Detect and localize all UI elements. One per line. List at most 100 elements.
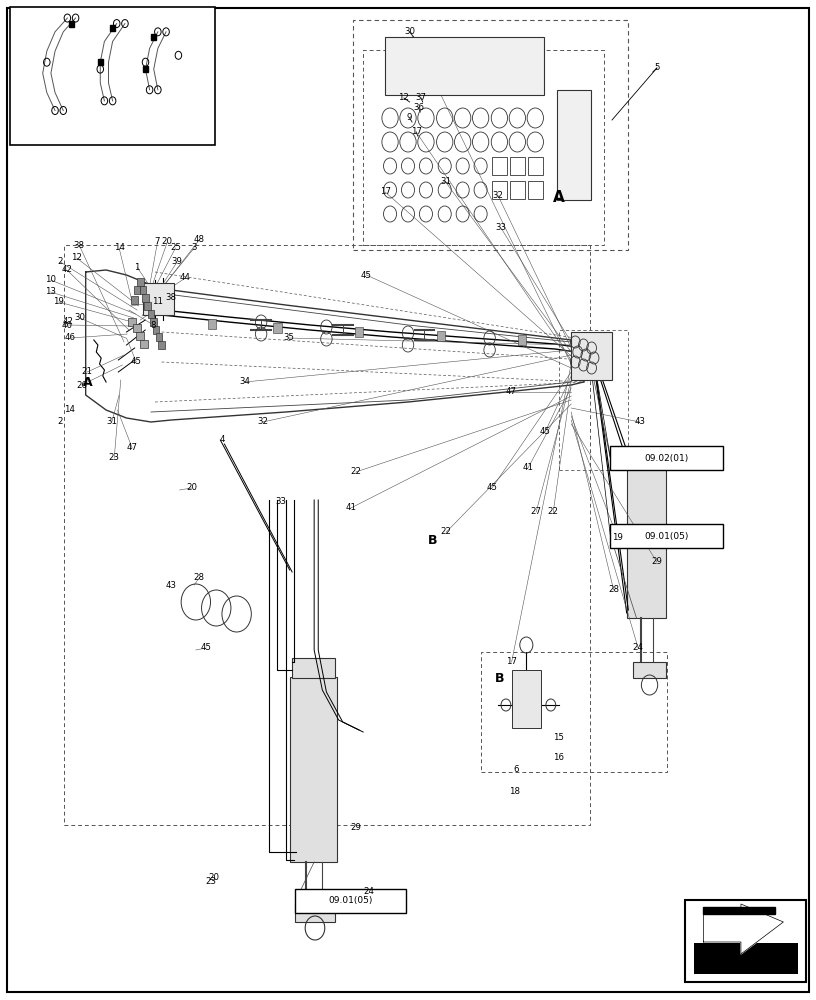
- Text: 43: 43: [634, 418, 645, 426]
- Text: 44: 44: [180, 273, 191, 282]
- Bar: [363, 50, 604, 245]
- Text: 34: 34: [239, 377, 251, 386]
- Text: 1: 1: [135, 262, 140, 271]
- Text: 46: 46: [64, 334, 76, 342]
- Text: 6: 6: [514, 766, 519, 774]
- Bar: [153, 326, 159, 334]
- Text: 47: 47: [505, 387, 517, 396]
- Text: B: B: [494, 672, 504, 684]
- Text: 17: 17: [379, 188, 391, 196]
- Text: 19: 19: [53, 298, 64, 306]
- Text: 39: 39: [171, 257, 183, 266]
- Text: 22: 22: [350, 468, 361, 477]
- Bar: [140, 286, 146, 294]
- Bar: [571, 332, 612, 380]
- Text: 11: 11: [152, 298, 163, 306]
- Text: 28: 28: [193, 574, 205, 582]
- Text: A: A: [82, 375, 92, 388]
- Bar: [492, 181, 507, 199]
- Bar: [437, 331, 445, 341]
- Polygon shape: [703, 907, 775, 914]
- Text: 45: 45: [486, 484, 498, 492]
- Text: 7: 7: [155, 237, 160, 246]
- Text: 22: 22: [441, 528, 452, 536]
- Text: 45: 45: [131, 358, 142, 366]
- Text: 23: 23: [109, 454, 120, 462]
- Bar: [385, 37, 544, 95]
- Bar: [610, 524, 723, 548]
- Bar: [158, 341, 165, 349]
- Text: 14: 14: [113, 243, 125, 252]
- Text: 09.01(05): 09.01(05): [645, 532, 689, 540]
- Polygon shape: [703, 904, 783, 954]
- Bar: [559, 330, 628, 470]
- Text: 17: 17: [410, 127, 422, 136]
- Text: 14: 14: [64, 406, 75, 414]
- Bar: [136, 332, 144, 340]
- Text: 45: 45: [539, 428, 551, 436]
- Bar: [143, 283, 174, 315]
- Bar: [142, 294, 149, 302]
- Text: 24: 24: [632, 644, 644, 652]
- Bar: [110, 25, 115, 31]
- Bar: [69, 21, 74, 27]
- Bar: [273, 323, 282, 333]
- Bar: [510, 157, 525, 175]
- Text: 45: 45: [361, 270, 372, 279]
- Text: 13: 13: [45, 288, 56, 296]
- Bar: [64, 245, 590, 825]
- Text: 40: 40: [61, 320, 73, 330]
- Text: 24: 24: [363, 888, 375, 896]
- Bar: [518, 335, 526, 345]
- Bar: [140, 340, 148, 348]
- Bar: [627, 453, 666, 618]
- Text: 28: 28: [608, 585, 619, 594]
- Text: 41: 41: [345, 504, 357, 512]
- Text: 23: 23: [205, 878, 216, 886]
- Text: B: B: [428, 534, 437, 546]
- Text: 09.02(01): 09.02(01): [645, 454, 689, 462]
- Bar: [610, 446, 723, 470]
- Bar: [148, 310, 154, 318]
- Bar: [290, 677, 337, 862]
- Bar: [528, 181, 543, 199]
- Bar: [131, 296, 138, 304]
- Text: 17: 17: [506, 658, 517, 666]
- Text: A: A: [553, 190, 565, 205]
- Text: 43: 43: [166, 580, 177, 589]
- Text: 2: 2: [58, 418, 63, 426]
- Text: 36: 36: [413, 104, 424, 112]
- Bar: [143, 66, 148, 72]
- Text: 22: 22: [548, 508, 559, 516]
- Text: 4: 4: [220, 436, 224, 444]
- Text: 37: 37: [415, 94, 427, 103]
- Bar: [481, 652, 667, 772]
- Bar: [528, 157, 543, 175]
- Text: 16: 16: [553, 754, 565, 762]
- Text: 15: 15: [553, 734, 565, 742]
- Text: 10: 10: [45, 275, 56, 284]
- Text: 42: 42: [63, 318, 74, 326]
- Text: 27: 27: [530, 508, 542, 516]
- Bar: [355, 327, 363, 337]
- Text: 31: 31: [106, 418, 118, 426]
- Text: 21: 21: [82, 367, 93, 376]
- Text: 31: 31: [440, 178, 451, 186]
- Text: 32: 32: [492, 190, 503, 200]
- Text: 8: 8: [151, 320, 156, 330]
- Text: 9: 9: [407, 113, 412, 122]
- Text: 33: 33: [495, 224, 507, 232]
- Bar: [151, 34, 156, 40]
- Text: 35: 35: [283, 334, 295, 342]
- Text: 19: 19: [612, 534, 623, 542]
- Bar: [156, 333, 162, 341]
- Text: 12: 12: [398, 94, 410, 103]
- Bar: [144, 302, 151, 310]
- Bar: [137, 278, 144, 286]
- Bar: [295, 889, 406, 913]
- Text: 38: 38: [73, 240, 85, 249]
- Bar: [353, 20, 628, 250]
- Text: 26: 26: [76, 380, 87, 389]
- Bar: [557, 90, 591, 200]
- Bar: [633, 662, 666, 678]
